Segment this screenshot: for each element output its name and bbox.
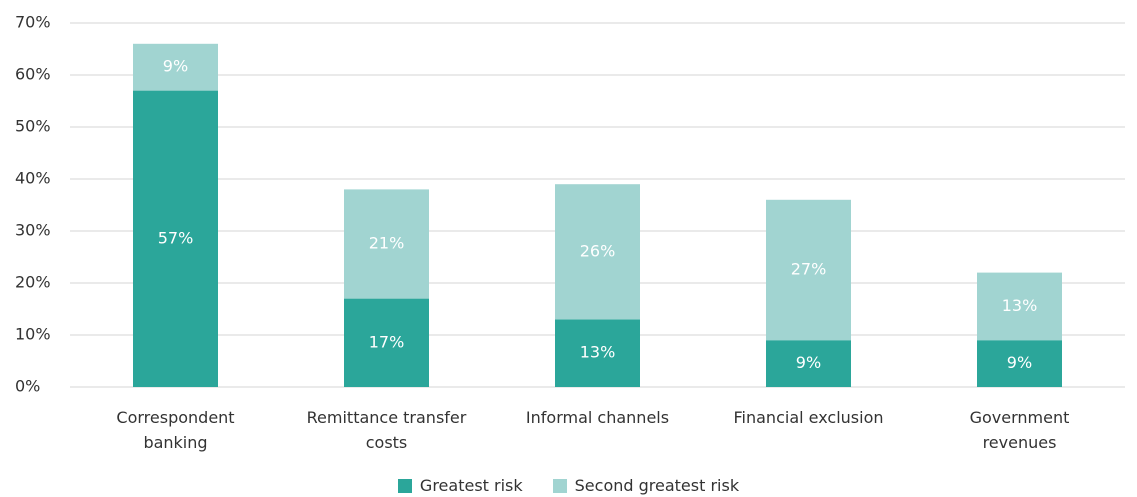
plot: 0% 10% 20% 30% 40% 50% 60% 70% 57% 9% 17% 21% 13% 26%… (15, 13, 1125, 396)
value-label: 13% (1002, 296, 1038, 315)
legend-item: Second greatest risk (552, 476, 740, 495)
y-tick-label: 0% (15, 377, 40, 396)
value-label: 57% (158, 228, 194, 247)
bar-segment (977, 340, 1062, 387)
y-tick-label: 20% (15, 273, 51, 292)
bar-segment (977, 272, 1062, 341)
legend-item: Greatest risk (397, 476, 523, 495)
bar-segment (344, 298, 429, 387)
x-tick-label: Government revenues (969, 408, 1070, 452)
legend-label: Second greatest risk (574, 476, 740, 495)
y-tick-label: 10% (15, 325, 51, 344)
bar-segment (133, 43, 218, 91)
y-tick-label: 60% (15, 65, 51, 84)
bar-segment (766, 199, 851, 341)
y-tick-label: 40% (15, 169, 51, 188)
bar-segment (555, 319, 640, 387)
x-tick-label: Remittance transfer costs (306, 408, 467, 452)
legend-swatch (552, 478, 567, 493)
value-label: 9% (1007, 353, 1032, 372)
value-label: 21% (369, 234, 405, 253)
y-tick-label: 30% (15, 221, 51, 240)
value-label: 9% (796, 353, 821, 372)
value-label: 26% (580, 241, 616, 260)
x-tick-label: Informal channels (525, 408, 670, 427)
value-label: 13% (580, 343, 616, 362)
x-tick-label: Financial exclusion (733, 408, 884, 427)
bar-segment (555, 184, 640, 320)
value-label: 27% (791, 260, 827, 279)
value-label: 9% (163, 57, 188, 76)
legend: Greatest risk Second greatest risk (0, 476, 1137, 495)
y-tick-label: 50% (15, 117, 51, 136)
y-tick-label: 70% (15, 13, 51, 32)
x-tick-label: Correspondent banking (116, 408, 235, 452)
legend-label: Greatest risk (419, 476, 523, 495)
legend-swatch (397, 478, 412, 493)
bar-segment (133, 90, 218, 387)
bar-segment (344, 189, 429, 299)
bar-segment (766, 340, 851, 387)
value-label: 17% (369, 332, 405, 351)
